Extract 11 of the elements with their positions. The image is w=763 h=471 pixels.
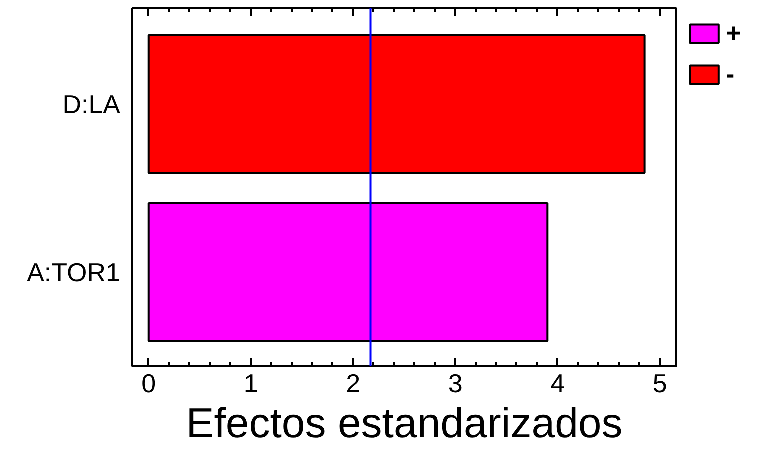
x-tick-label: 2 (346, 368, 361, 398)
legend-label: + (726, 18, 742, 49)
x-tick-label: 5 (652, 368, 668, 398)
y-tick-label: A:TOR1 (27, 257, 120, 288)
legend-label: - (726, 59, 736, 90)
x-axis-title: Efectos estandarizados (186, 400, 623, 446)
x-tick-label: 4 (550, 368, 566, 398)
x-tick-label: 0 (142, 368, 156, 398)
y-tick-label: D:LA (62, 89, 122, 120)
x-tick-label: 1 (244, 368, 258, 398)
x-tick-label: 3 (448, 368, 463, 398)
